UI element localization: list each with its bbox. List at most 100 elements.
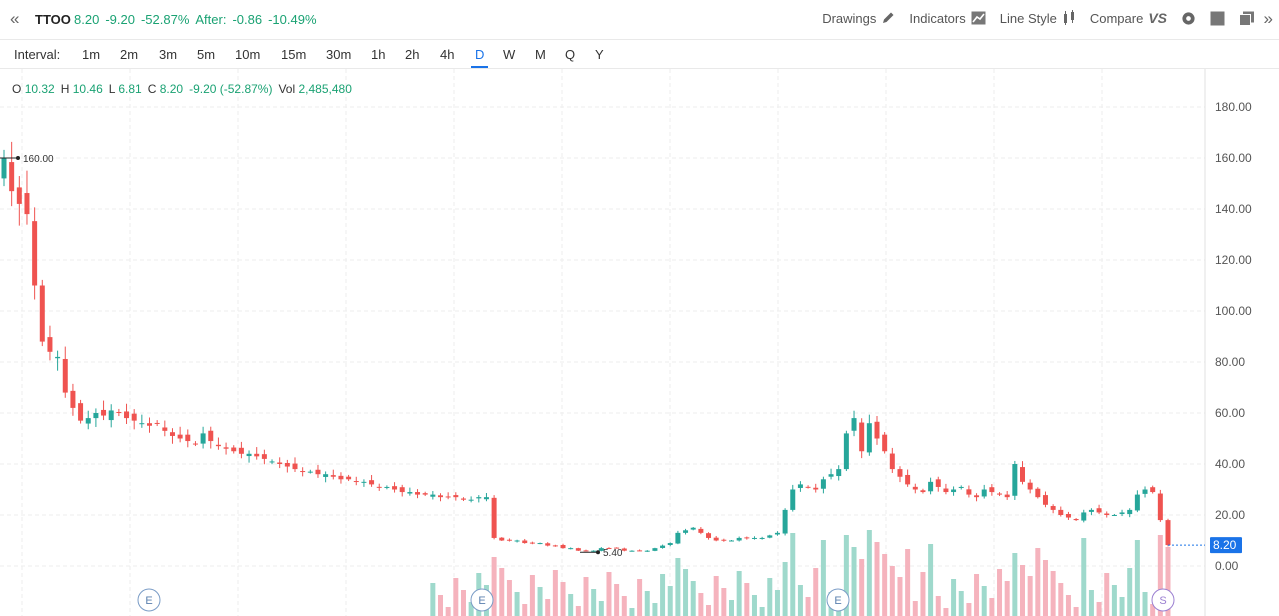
drawings-button[interactable]: Drawings: [822, 11, 895, 26]
collapse-icon[interactable]: «: [10, 9, 20, 28]
interval-d[interactable]: D: [475, 47, 485, 62]
volume-bar: [514, 592, 520, 616]
interval-5m[interactable]: 5m: [197, 47, 216, 62]
candle-body: [384, 486, 390, 488]
expand-icon[interactable]: »: [1263, 9, 1273, 28]
candle-body: [690, 527, 696, 530]
candle-body: [782, 509, 788, 534]
candle-body: [851, 418, 857, 431]
candle-body: [254, 453, 260, 457]
open-value: 10.32: [24, 82, 55, 96]
volume-bar: [928, 544, 934, 616]
candle-body: [269, 461, 275, 463]
candle-body: [369, 480, 375, 485]
split-event-marker[interactable]: [1151, 588, 1175, 612]
volume-bar: [706, 605, 712, 616]
volume-bar: [545, 599, 551, 616]
earnings-event-marker[interactable]: [137, 588, 161, 612]
volume-bar: [667, 586, 673, 616]
candle-body: [499, 537, 505, 541]
interval-2m[interactable]: 2m: [120, 47, 139, 62]
interval-3m[interactable]: 3m: [159, 47, 178, 62]
interval-bar: Interval: 1m 2m 3m 5m 10m 15m 30m 1h 2h …: [0, 40, 1279, 69]
candle-body: [981, 489, 987, 497]
compare-button[interactable]: Compare VS: [1090, 10, 1167, 26]
interval-w[interactable]: W: [503, 47, 516, 62]
symbol-ticker: TTOO: [35, 12, 71, 27]
volume-bar: [744, 583, 750, 616]
volume-bar: [805, 597, 811, 616]
candle-body: [522, 540, 528, 544]
candle-body: [1027, 482, 1033, 490]
candle-body: [598, 548, 604, 551]
candle-body: [637, 550, 643, 552]
line-style-button[interactable]: Line Style: [1000, 10, 1076, 26]
candle-body: [476, 497, 482, 499]
candle-body: [177, 434, 183, 439]
volume-bar: [736, 571, 742, 616]
candle-body: [39, 285, 45, 342]
interval-30m[interactable]: 30m: [326, 47, 352, 62]
price-chart[interactable]: 180.00 160.00 140.00 120.00 100.00 80.00 60.00…: [0, 69, 1279, 616]
indicators-button[interactable]: Indicators: [909, 11, 986, 26]
y-tick-label: 100.00: [1215, 304, 1252, 318]
copy-button[interactable]: [1239, 11, 1255, 26]
fullscreen-button[interactable]: [1210, 11, 1225, 26]
y-tick-label: 20.00: [1215, 508, 1245, 522]
candle-body: [644, 550, 650, 552]
candle-body: [215, 444, 221, 447]
volume-bar: [920, 572, 926, 616]
volume-bar: [614, 584, 620, 616]
price-axis[interactable]: 180.00 160.00 140.00 120.00 100.00 80.00 60.00…: [1215, 100, 1252, 573]
candle-body: [1042, 495, 1048, 505]
interval-y[interactable]: Y: [595, 47, 604, 62]
candle-body: [154, 422, 160, 424]
volume-bar: [713, 576, 719, 616]
volume-bar: [430, 583, 436, 616]
candle-body: [200, 433, 206, 444]
candle-body: [506, 539, 512, 541]
volume-bar: [690, 581, 696, 616]
y-tick-label: 80.00: [1215, 355, 1245, 369]
settings-button[interactable]: [1181, 11, 1196, 26]
earnings-event-marker[interactable]: [826, 588, 850, 612]
interval-2h[interactable]: 2h: [405, 47, 420, 62]
candle-body: [85, 418, 91, 424]
volume-bar: [522, 604, 528, 616]
volume-bar: [882, 554, 888, 616]
interval-15m[interactable]: 15m: [281, 47, 307, 62]
candle-body: [323, 474, 329, 477]
volume-bar: [997, 569, 1003, 616]
close-label: C: [147, 82, 157, 96]
candle-body: [223, 447, 229, 449]
candle-body: [438, 495, 443, 498]
candle-body: [24, 193, 30, 215]
candle-body: [859, 422, 865, 452]
candle-body: [460, 498, 466, 500]
interval-1h[interactable]: 1h: [371, 47, 386, 62]
volume-bar: [606, 572, 612, 616]
interval-1m[interactable]: 1m: [82, 47, 101, 62]
candle-body: [422, 493, 428, 495]
volume-bar: [943, 608, 949, 616]
interval-q[interactable]: Q: [565, 47, 576, 62]
earnings-event-marker[interactable]: [470, 588, 494, 612]
candle-body: [966, 489, 972, 495]
candle-body: [706, 533, 712, 538]
volume-bar: [560, 582, 566, 616]
volume-bar: [721, 588, 727, 616]
candle-body: [583, 550, 589, 552]
candle-body: [652, 548, 658, 551]
event-marker-label: E: [834, 595, 841, 607]
interval-m[interactable]: M: [535, 47, 546, 62]
volume-bar: [1119, 597, 1125, 616]
volume-bar: [951, 579, 957, 616]
candle-body: [108, 410, 114, 421]
chart-header: « TTOO 8.20 -9.20 -52.87% After: -0.86 -…: [0, 0, 1279, 40]
volume-bar: [1150, 604, 1156, 616]
candle-body: [192, 443, 198, 445]
candle-body: [897, 469, 903, 477]
interval-4h[interactable]: 4h: [440, 47, 455, 62]
indicators-icon: [971, 11, 986, 25]
interval-10m[interactable]: 10m: [235, 47, 261, 62]
